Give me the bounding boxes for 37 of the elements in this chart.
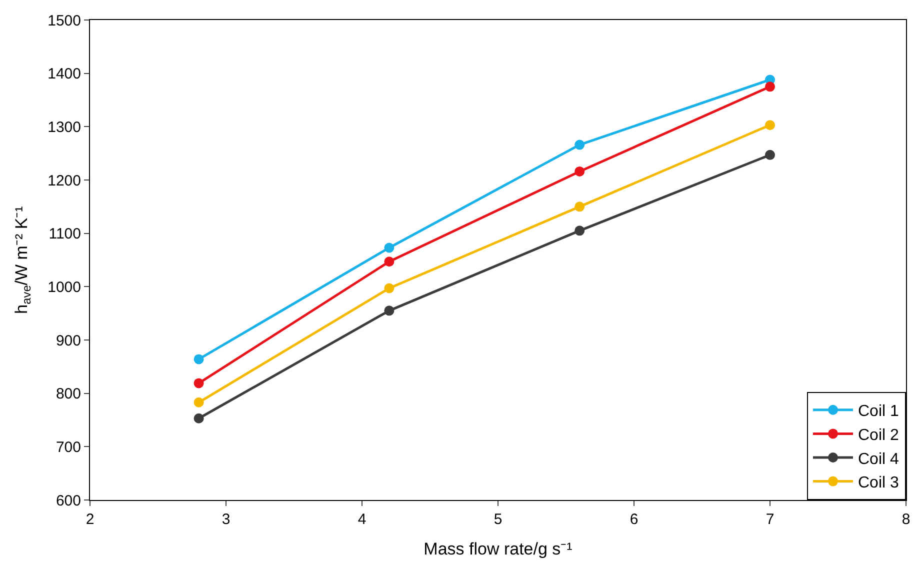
legend-label: Coil 4 — [858, 450, 900, 468]
point — [574, 140, 585, 150]
legend-label: Coil 2 — [858, 426, 900, 444]
point — [194, 354, 204, 364]
y-tick-label: 900 — [56, 332, 81, 350]
y-tick-label: 600 — [56, 492, 81, 510]
point — [765, 150, 775, 160]
point — [194, 378, 204, 388]
y-tick-label: 1000 — [48, 278, 81, 296]
point — [194, 413, 204, 424]
y-tick-label: 800 — [56, 386, 81, 403]
point — [384, 283, 394, 294]
x-tick-label: 8 — [902, 511, 910, 528]
x-axis-title: Mass flow rate/g s⁻¹ — [424, 539, 573, 558]
legend-label: Coil 1 — [858, 403, 900, 420]
y-tick-label: 700 — [56, 438, 81, 456]
point — [765, 120, 775, 130]
point — [574, 166, 585, 176]
y-tick-label: 1200 — [48, 172, 81, 190]
point — [194, 397, 204, 408]
y-tick-label: 1300 — [48, 118, 81, 136]
point — [384, 242, 394, 253]
point — [765, 82, 775, 92]
x-tick-label: 5 — [494, 511, 502, 528]
y-tick-label: 1500 — [48, 12, 81, 30]
y-tick-label: 1400 — [48, 66, 81, 83]
point — [574, 202, 585, 212]
legend-label: Coil 3 — [858, 474, 900, 492]
x-tick-label: 4 — [358, 511, 366, 528]
x-tick-label: 6 — [630, 511, 638, 528]
point — [574, 226, 585, 236]
point — [384, 256, 394, 267]
x-tick-label: 2 — [86, 511, 94, 528]
x-tick-label: 3 — [222, 511, 230, 528]
x-tick-label: 7 — [766, 511, 774, 528]
y-tick-label: 1100 — [48, 226, 81, 243]
point — [384, 306, 394, 316]
